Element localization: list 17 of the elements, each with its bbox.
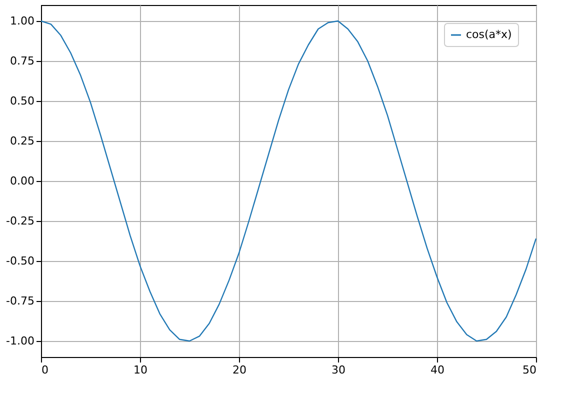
y-tick-label: 1.00: [10, 14, 34, 28]
x-tick-label: 40: [430, 364, 444, 376]
x-tick-label: 10: [134, 364, 148, 376]
x-tick-label: 50: [522, 364, 536, 376]
y-tick-label: -1.00: [6, 334, 34, 348]
y-tick-label: -0.25: [6, 214, 34, 228]
line-series: [40, 20, 537, 342]
y-tick-label: -0.50: [6, 254, 34, 268]
legend-label: cos(a*x): [466, 28, 512, 41]
x-tick-label: 30: [332, 364, 346, 376]
y-tick-label: 0.50: [10, 94, 34, 108]
x-tick-label: 20: [232, 364, 246, 376]
y-tick-label: 0.25: [10, 134, 34, 148]
y-tick-label: 0.75: [10, 54, 34, 68]
y-tick-label: -0.75: [6, 294, 34, 308]
x-tick-label: 0: [42, 364, 48, 376]
y-tick-label: 0.00: [10, 174, 34, 188]
